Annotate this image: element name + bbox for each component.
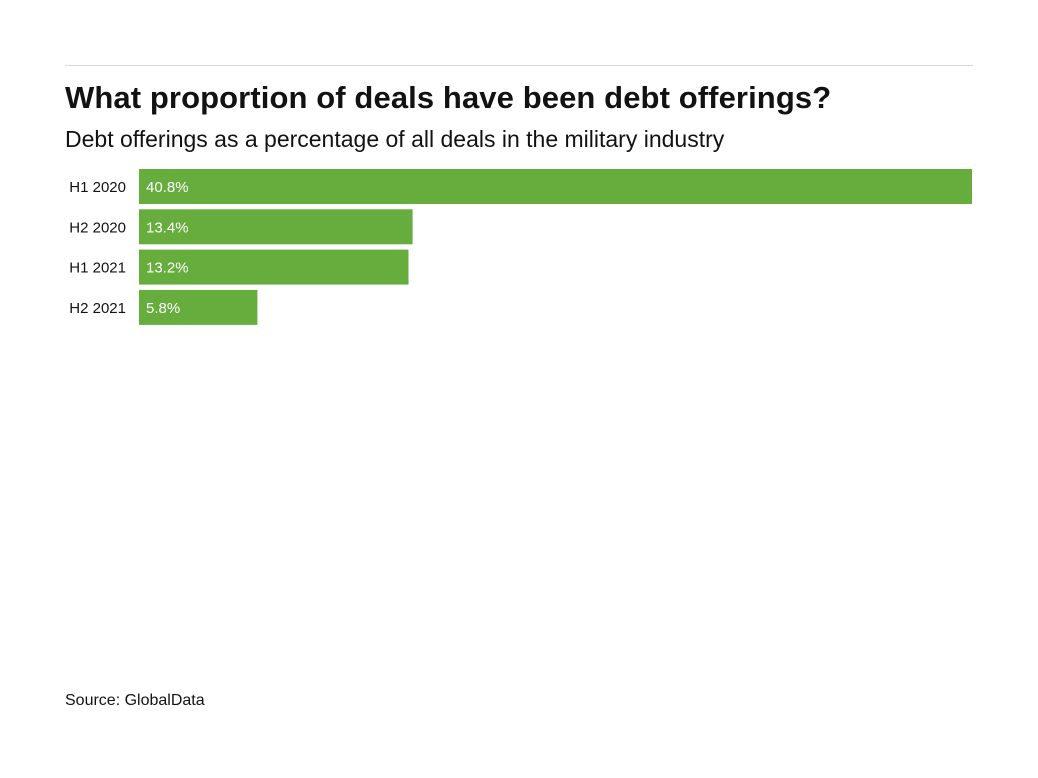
bar-h2-2020 — [139, 209, 413, 245]
bar-h1-2020 — [139, 169, 972, 204]
top-divider — [65, 65, 973, 66]
category-label: H2 2021 — [69, 300, 126, 317]
category-label: H1 2020 — [69, 179, 126, 196]
value-label: 13.2% — [146, 260, 189, 277]
chart-subtitle: Debt offerings as a percentage of all de… — [65, 126, 725, 152]
value-label: 13.4% — [146, 219, 189, 236]
value-label: 5.8% — [146, 300, 180, 317]
source-note: Source: GlobalData — [65, 692, 205, 709]
category-label: H1 2021 — [69, 260, 126, 277]
category-label: H2 2020 — [69, 219, 126, 236]
bar-h1-2021 — [139, 249, 409, 285]
bar-h2-2021 — [139, 289, 258, 325]
chart-title: What proportion of deals have been debt … — [65, 80, 832, 115]
value-label: 40.8% — [146, 179, 189, 196]
